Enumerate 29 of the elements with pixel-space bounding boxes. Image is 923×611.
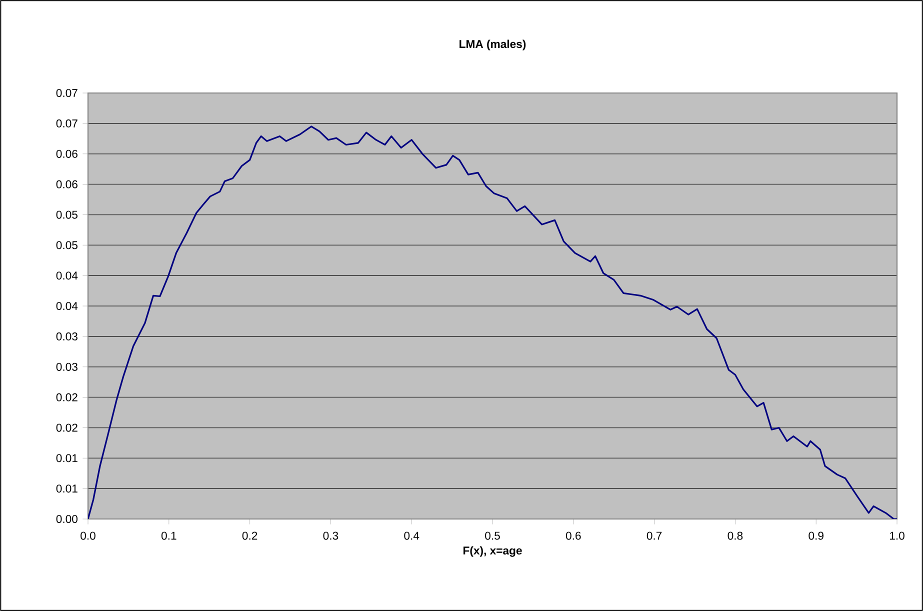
y-tick-label: 0.07 [56, 119, 78, 128]
y-tick-label: 0.00 [56, 514, 78, 524]
x-tick-label: 0.9 [808, 532, 824, 540]
x-tick-label: 0.3 [323, 532, 338, 540]
y-tick-label: 0.07 [56, 89, 78, 98]
x-tick-label: 0.6 [566, 532, 581, 540]
y-tick-label: 0.05 [56, 210, 78, 219]
x-tick-label: 0.4 [404, 532, 420, 540]
y-tick-label: 0.05 [56, 241, 78, 250]
y-tick-label: 0.04 [56, 302, 78, 310]
y-tick-label: 0.02 [56, 424, 78, 432]
chart-title: LMA (males) [460, 40, 526, 50]
y-tick-label: 0.03 [56, 332, 78, 340]
y-tick-label: 0.02 [56, 393, 78, 402]
x-axis-title: F(x), x=age [464, 546, 522, 557]
y-tick-label: 0.06 [56, 150, 78, 158]
line-series [88, 126, 898, 519]
x-tick-label: 0.8 [728, 532, 743, 540]
x-tick-label: 0.2 [242, 532, 258, 540]
x-tick-label: 1.0 [890, 532, 904, 540]
y-tick-label: 0.04 [56, 272, 78, 280]
x-tick-label: 0.0 [80, 532, 96, 540]
x-tick-label: 0.5 [485, 532, 500, 540]
y-tick-label: 0.01 [56, 454, 78, 462]
x-tick-label: 0.7 [646, 532, 662, 540]
y-tick-label: 0.03 [56, 362, 78, 371]
x-tick-label: 0.1 [161, 532, 176, 540]
y-tick-label: 0.06 [56, 180, 78, 188]
y-tick-label: 0.01 [56, 484, 78, 493]
